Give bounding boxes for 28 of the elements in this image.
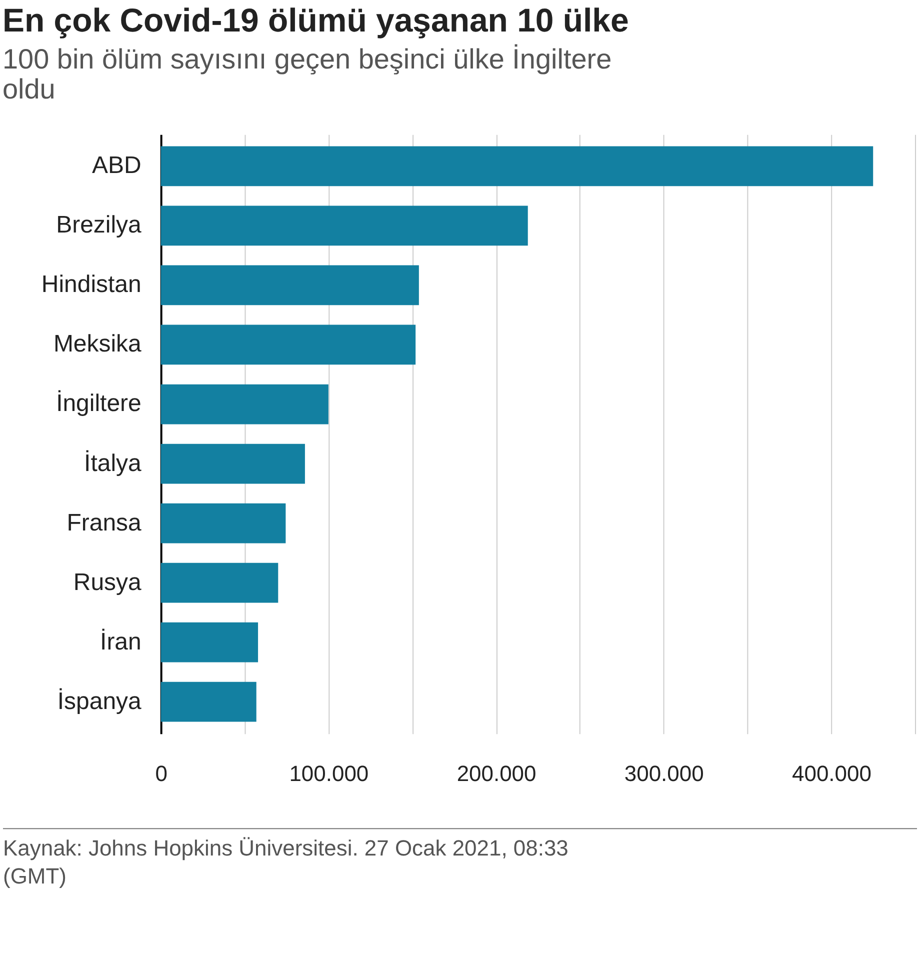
y-tick-label: Fransa <box>66 509 142 536</box>
y-tick-label: Brezilya <box>56 212 142 239</box>
y-tick-label: İspanya <box>57 688 142 715</box>
bar <box>160 146 874 186</box>
y-tick-label: İtalya <box>84 450 142 477</box>
bar <box>160 682 256 722</box>
x-tick-label: 400.000 <box>792 761 872 786</box>
y-tick-label: Meksika <box>53 330 142 358</box>
y-tick-label: Rusya <box>73 568 142 596</box>
chart-title: En çok Covid-19 ölümü yaşanan 10 ülke <box>2 1 629 38</box>
bar <box>160 562 278 603</box>
y-tick-label: İran <box>100 628 142 656</box>
x-tick-label: 200.000 <box>456 761 536 786</box>
x-tick-label: 100.000 <box>289 761 369 786</box>
y-tick-label: ABD <box>92 152 142 180</box>
y-tick-label: İngiltere <box>56 390 142 418</box>
bar <box>160 206 528 246</box>
bar <box>160 444 305 484</box>
x-tick-label: 0 <box>155 761 168 786</box>
bar <box>160 622 258 662</box>
bar <box>160 324 416 365</box>
bar <box>160 503 286 544</box>
bar <box>160 384 328 424</box>
x-tick-label: 300.000 <box>624 761 704 786</box>
text: Kaynak: Johns Hopkins Üniversitesi. 27 Ocak 2021, 08:33 (GMT) <box>2 836 568 889</box>
bar <box>160 265 419 306</box>
chart-subtitle: 100 bin ölüm sayısını geçen beşinci ülke İngiltere oldu <box>2 43 612 104</box>
y-tick-label: Hindistan <box>41 271 142 298</box>
